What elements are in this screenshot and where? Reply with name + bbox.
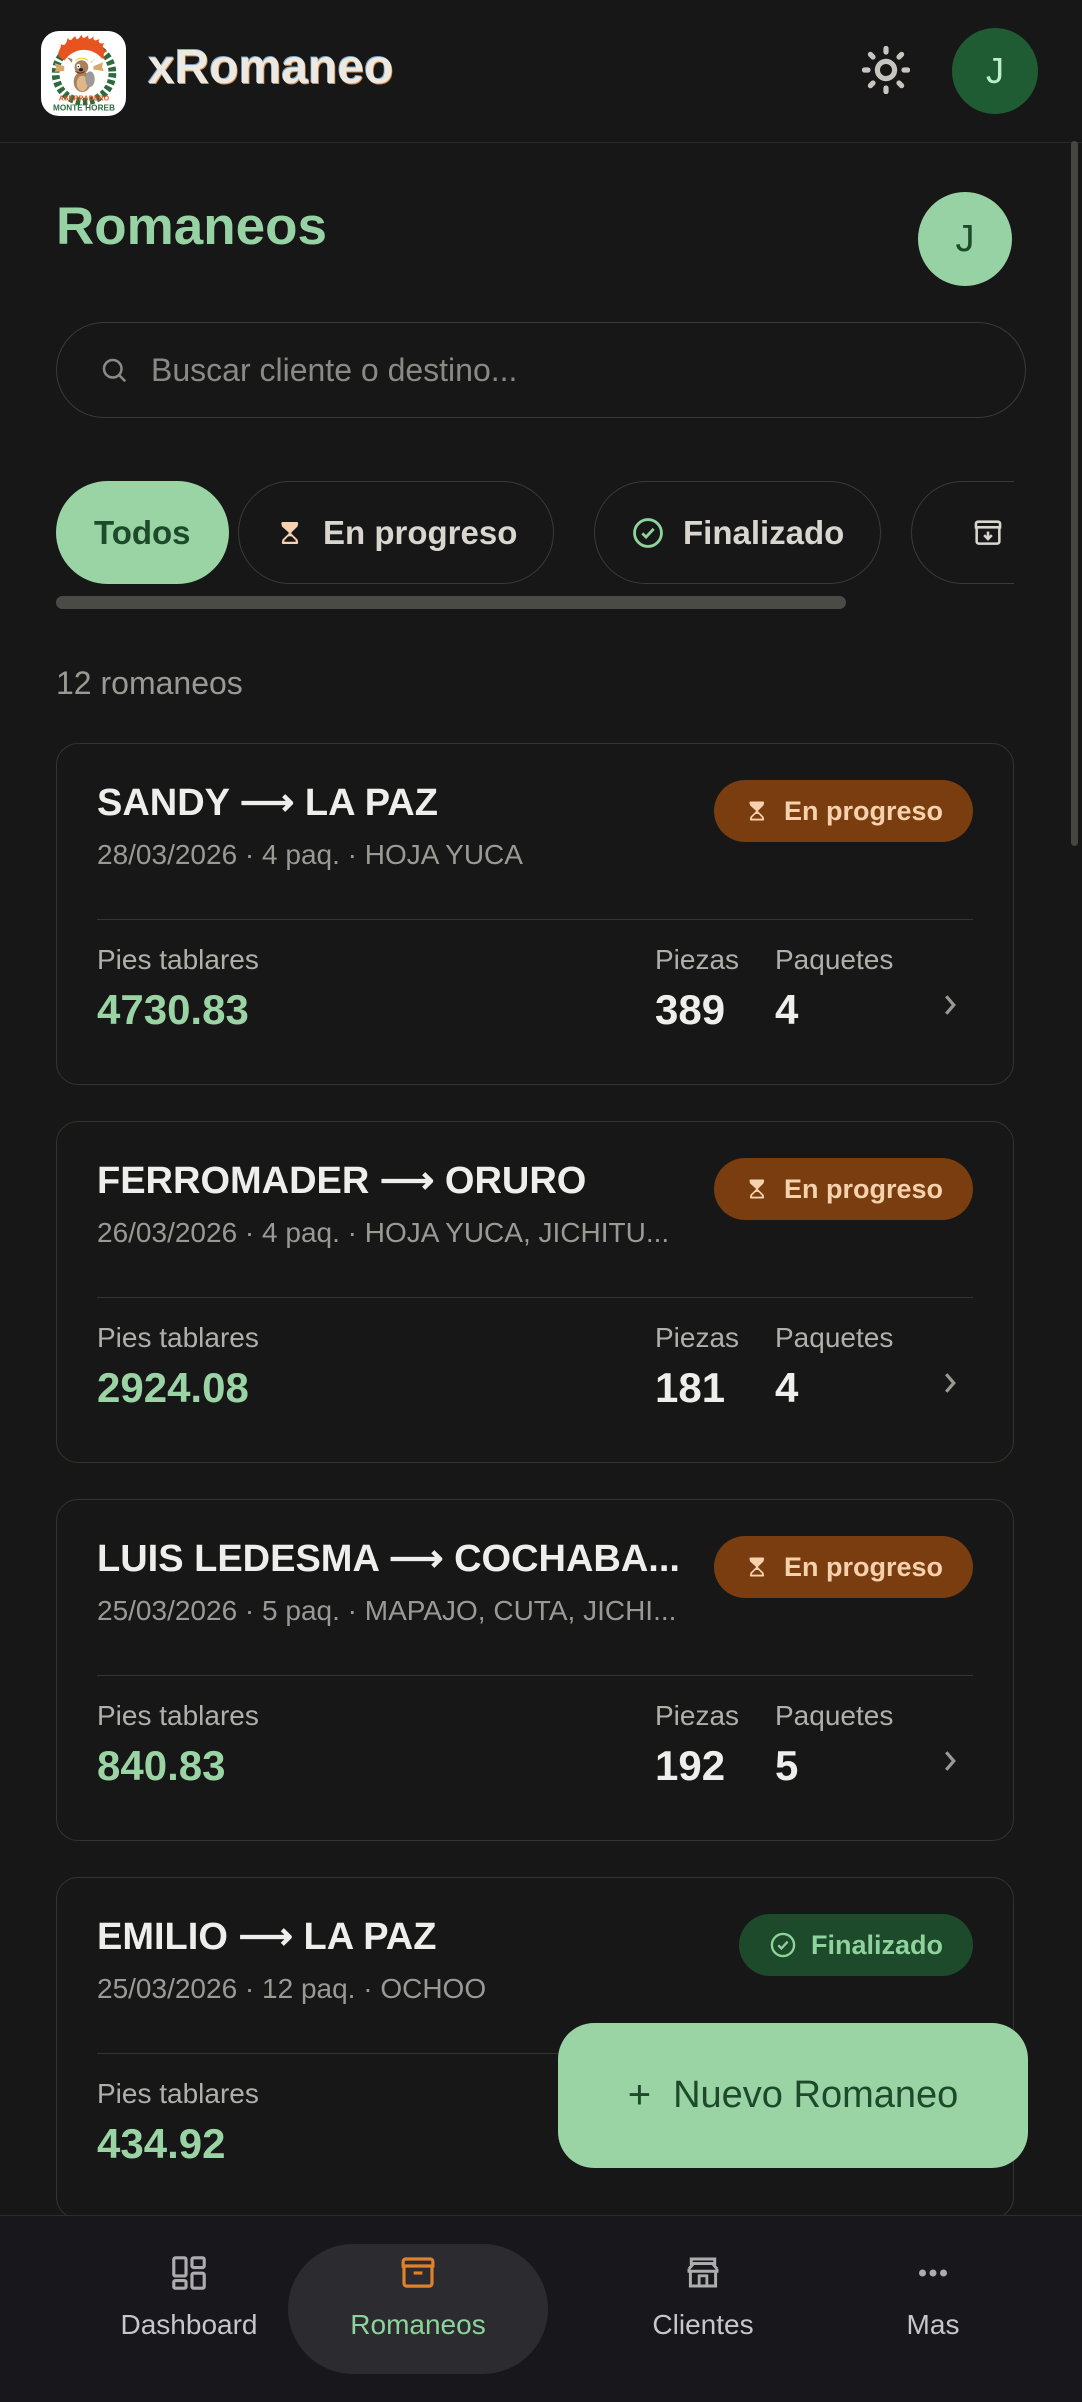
svg-text:ASERRADERO: ASERRADERO [59, 96, 110, 103]
svg-text:MONTE HOREB: MONTE HOREB [53, 104, 115, 113]
